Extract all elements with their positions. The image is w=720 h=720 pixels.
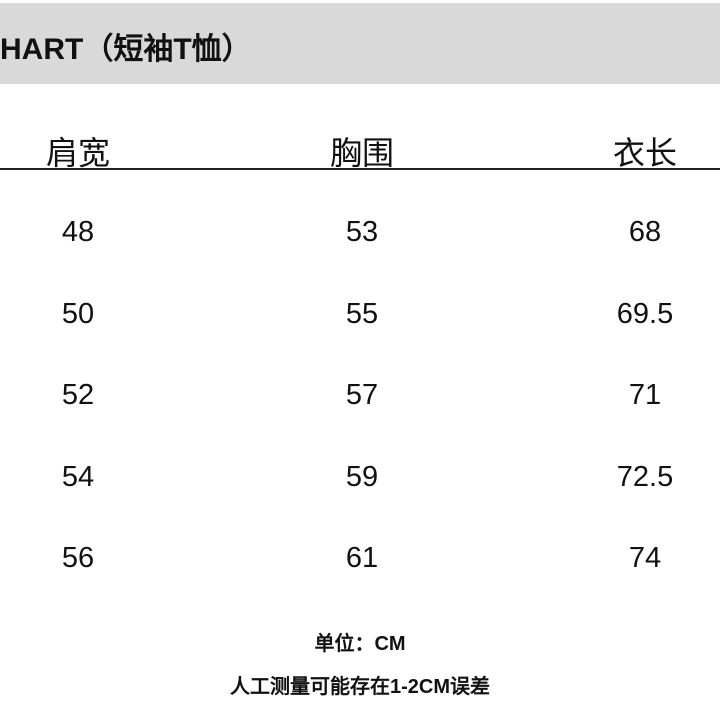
table-cell: 53 — [345, 216, 379, 248]
table-cell: 69.5 — [616, 298, 674, 330]
table-cell: 59 — [345, 461, 379, 493]
table-cell: 48 — [61, 216, 95, 248]
column-header-shoulder: 肩宽 — [45, 135, 111, 171]
title-band — [0, 3, 720, 84]
table-cell: 72.5 — [616, 461, 674, 493]
unit-note: 单位：CM — [314, 633, 406, 655]
table-cell: 57 — [345, 379, 379, 411]
table-cell: 50 — [61, 298, 95, 330]
tolerance-note: 人工测量可能存在1-2CM误差 — [229, 676, 491, 698]
table-cell: 56 — [61, 542, 95, 574]
column-header-chest: 胸围 — [329, 135, 395, 171]
table-cell: 74 — [628, 542, 662, 574]
table-cell: 68 — [628, 216, 662, 248]
column-header-length: 衣长 — [612, 135, 678, 171]
table-cell: 61 — [345, 542, 379, 574]
table-cell: 71 — [628, 379, 662, 411]
table-cell: 52 — [61, 379, 95, 411]
header-divider — [0, 168, 720, 170]
table-cell: 54 — [61, 461, 95, 493]
table-cell: 55 — [345, 298, 379, 330]
chart-title: HART（短袖T恤） — [0, 33, 252, 66]
